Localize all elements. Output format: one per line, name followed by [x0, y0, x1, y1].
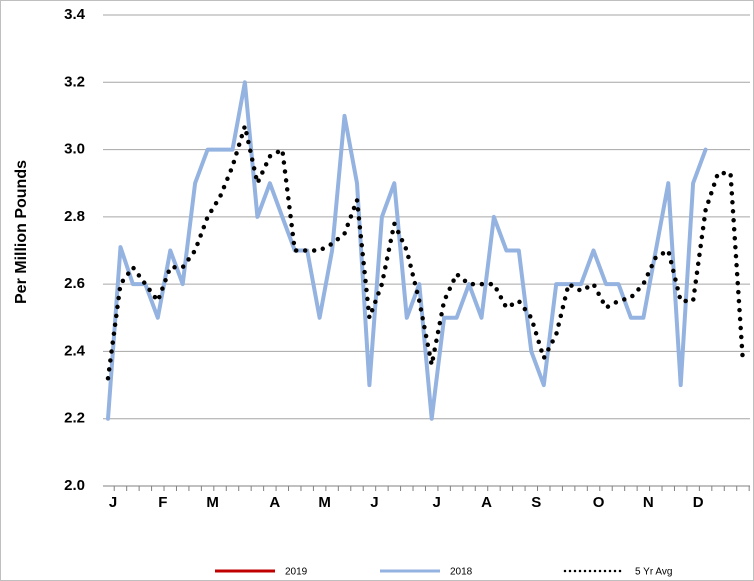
x-tick-label: D — [693, 494, 704, 511]
x-tick-label: F — [158, 494, 167, 511]
x-tick-label: S — [531, 494, 541, 511]
x-tick-label: J — [109, 494, 117, 511]
y-axis-label: Per Million Pounds — [13, 160, 30, 304]
legend-label: 2018 — [450, 567, 473, 578]
x-tick-label: M — [318, 494, 331, 511]
series-line — [106, 80, 708, 421]
x-tick-label: J — [370, 494, 378, 511]
y-tick-label: 3.0 — [64, 141, 85, 158]
x-tick-label: M — [206, 494, 219, 511]
y-tick-label: 2.6 — [64, 275, 85, 292]
x-tick-label: O — [593, 494, 605, 511]
legend-label: 5 Yr Avg — [635, 567, 672, 578]
series-line — [105, 123, 746, 381]
y-tick-label: 2.8 — [64, 208, 85, 225]
y-tick-label: 2.0 — [64, 477, 85, 494]
x-tick-label: A — [269, 494, 280, 511]
x-tick-label: J — [433, 494, 441, 511]
legend-label: 2019 — [285, 567, 308, 578]
y-tick-label: 3.2 — [64, 73, 85, 90]
x-tick-label: N — [643, 494, 654, 511]
y-tick-label: 2.2 — [64, 410, 85, 427]
y-tick-label: 2.4 — [64, 342, 86, 359]
y-tick-label: 3.4 — [64, 6, 86, 23]
x-tick-label: A — [481, 494, 492, 511]
